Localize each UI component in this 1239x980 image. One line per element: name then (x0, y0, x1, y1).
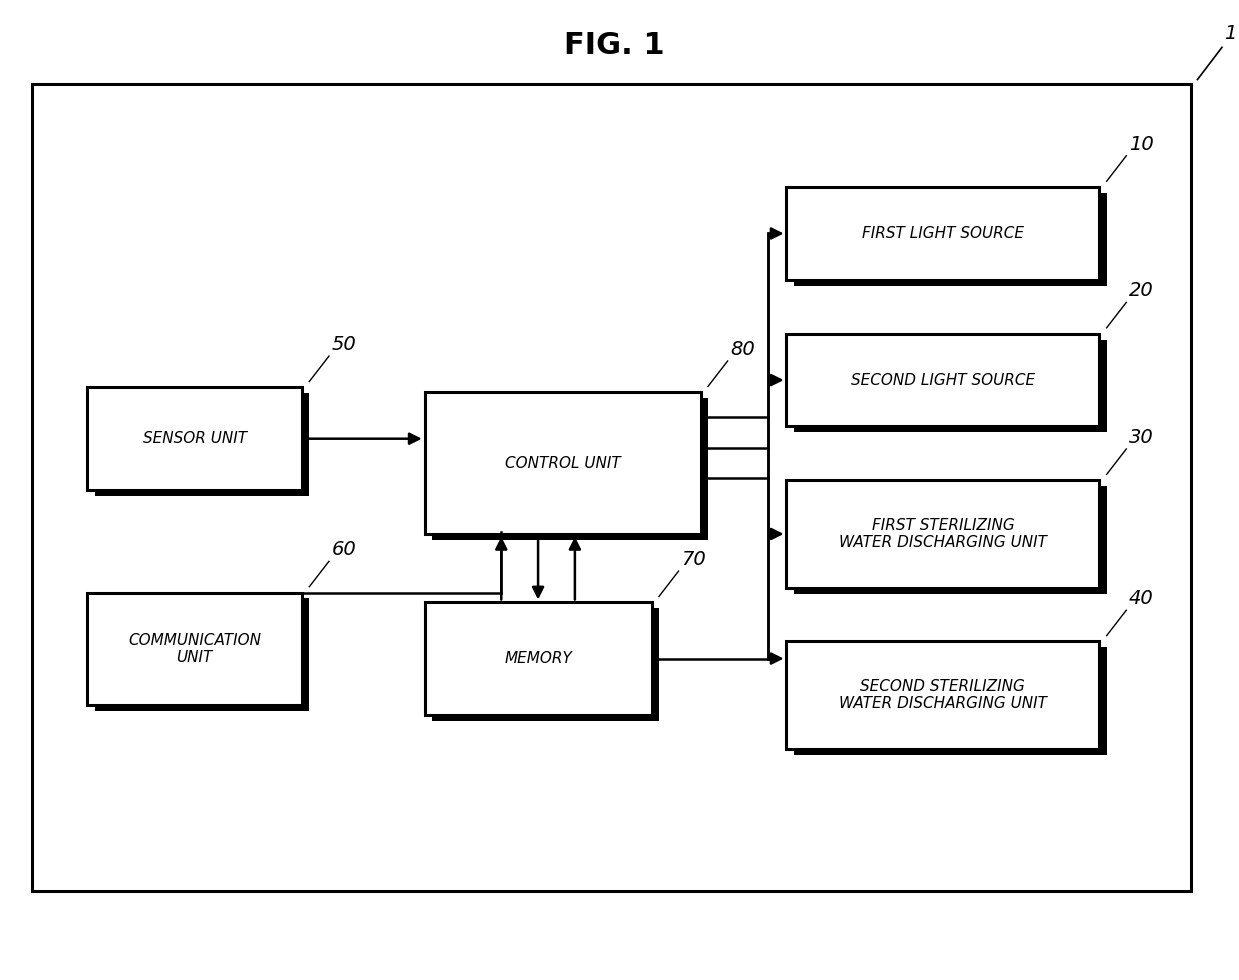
Bar (432, 609, 659, 720)
Text: CONTROL UNIT: CONTROL UNIT (504, 456, 621, 470)
Text: SECOND LIGHT SOURCE: SECOND LIGHT SOURCE (851, 372, 1035, 387)
Text: 70: 70 (681, 550, 706, 569)
Text: MEMORY: MEMORY (504, 651, 572, 666)
Bar (94, 393, 310, 496)
Bar (787, 333, 1099, 426)
Bar (794, 339, 1106, 432)
Text: 1: 1 (1224, 24, 1237, 43)
Text: FIRST LIGHT SOURCE: FIRST LIGHT SOURCE (862, 226, 1023, 241)
Text: 40: 40 (1129, 589, 1154, 609)
Bar (787, 187, 1099, 280)
Text: COMMUNICATION
UNIT: COMMUNICATION UNIT (128, 633, 261, 665)
Bar (425, 603, 652, 714)
Bar (787, 642, 1099, 749)
Text: SENSOR UNIT: SENSOR UNIT (142, 431, 247, 446)
Text: 20: 20 (1129, 281, 1154, 301)
Bar (425, 392, 700, 534)
Bar (787, 480, 1099, 588)
Text: 80: 80 (730, 340, 755, 359)
Bar (794, 193, 1106, 286)
Text: 30: 30 (1129, 428, 1154, 447)
Bar (432, 398, 707, 540)
Bar (94, 599, 310, 710)
Bar (32, 84, 1192, 891)
Bar (87, 387, 302, 490)
Text: 10: 10 (1129, 135, 1154, 154)
Bar (794, 648, 1106, 755)
Text: FIG. 1: FIG. 1 (565, 30, 665, 60)
Text: 50: 50 (331, 335, 356, 354)
Text: 60: 60 (331, 540, 356, 560)
Bar (87, 593, 302, 705)
Text: FIRST STERILIZING
WATER DISCHARGING UNIT: FIRST STERILIZING WATER DISCHARGING UNIT (839, 517, 1047, 550)
Bar (794, 486, 1106, 594)
Text: SECOND STERILIZING
WATER DISCHARGING UNIT: SECOND STERILIZING WATER DISCHARGING UNI… (839, 679, 1047, 711)
